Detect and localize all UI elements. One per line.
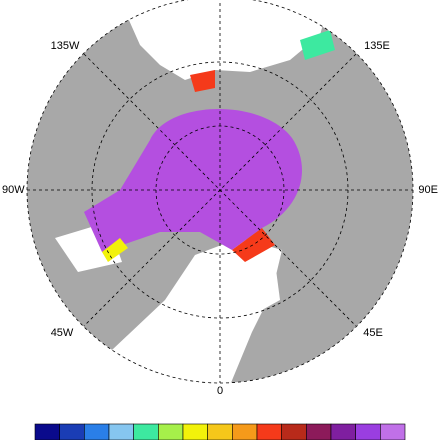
atlantic-ocean — [112, 238, 282, 383]
colorbar-box — [133, 423, 159, 440]
colorbar-box — [59, 423, 85, 440]
longitude-label: 45E — [363, 327, 383, 339]
ice-edge — [300, 30, 335, 60]
colorbar-box — [355, 423, 381, 440]
colorbar-box — [380, 423, 406, 440]
longitude-label: 135E — [364, 40, 390, 52]
colorbar-box — [207, 423, 233, 440]
sea-ice — [84, 108, 302, 252]
graticule — [27, 0, 413, 383]
ice-edge — [190, 70, 215, 92]
map-boundary — [26, 0, 414, 384]
meridian — [83, 53, 357, 327]
longitude-label: 90E — [418, 184, 438, 196]
longitude-label: 45W — [51, 327, 74, 339]
colorbar-box — [182, 423, 208, 440]
ice-edge — [102, 238, 128, 262]
colorbar-box — [34, 423, 60, 440]
longitude-label: 0 — [217, 385, 223, 397]
pacific-ocean — [120, 0, 330, 80]
colorbar-box — [108, 423, 134, 440]
colorbar-box — [84, 423, 110, 440]
baltic-sea — [255, 262, 280, 310]
colorbar-box — [158, 423, 184, 440]
colorbar — [34, 423, 406, 440]
colorbar-box — [281, 423, 307, 440]
longitude-label: 90W — [2, 184, 25, 196]
colorbar-box — [330, 423, 356, 440]
ice-edge — [232, 228, 275, 262]
colorbar-box — [232, 423, 258, 440]
colorbar-box — [256, 423, 282, 440]
longitude-label: 135W — [51, 40, 80, 52]
colorbar-box — [306, 423, 332, 440]
